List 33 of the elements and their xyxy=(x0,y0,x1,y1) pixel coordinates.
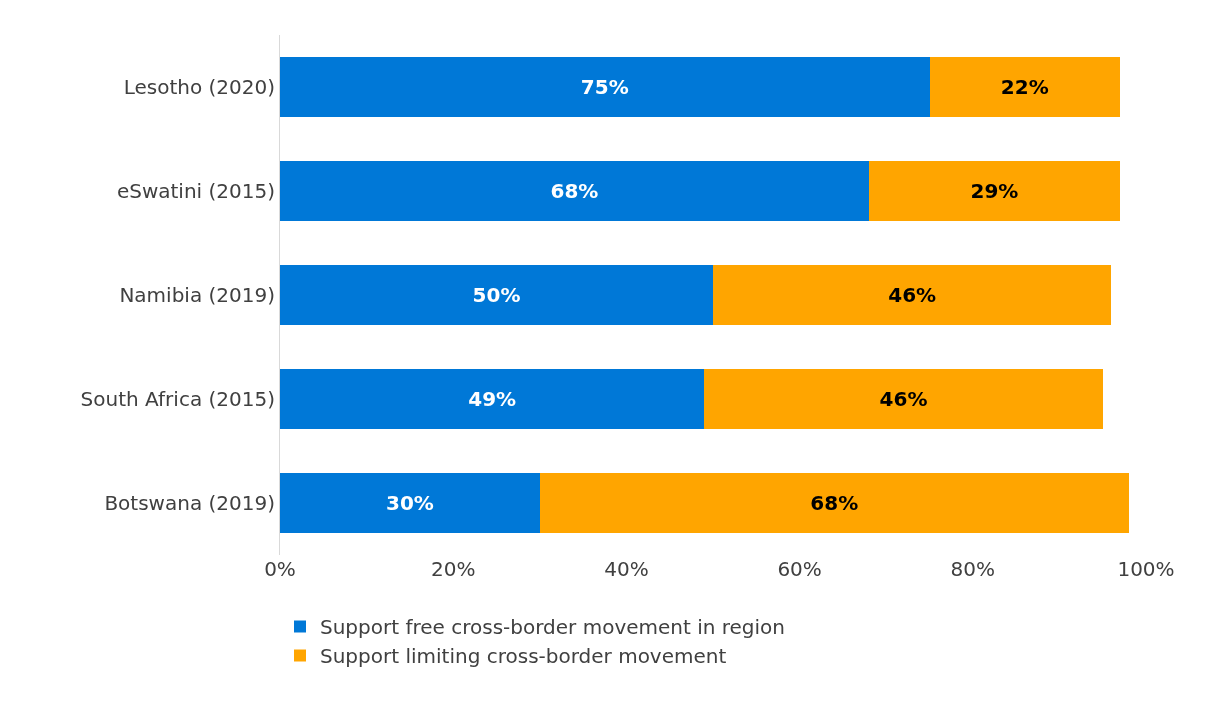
bar xyxy=(280,161,869,221)
legend-label: Support free cross-border movement in region xyxy=(320,615,786,640)
data-label: 29% xyxy=(970,179,1019,203)
bar xyxy=(704,369,1103,429)
bar xyxy=(280,473,540,533)
data-label: 75% xyxy=(580,75,629,99)
bar xyxy=(280,265,713,325)
data-label: 68% xyxy=(550,179,599,203)
bar xyxy=(868,161,1121,221)
y-tick-label: Namibia (2019) xyxy=(119,283,275,307)
x-tick-label: 0% xyxy=(264,557,296,581)
data-label: 49% xyxy=(468,387,517,411)
y-tick-label: Botswana (2019) xyxy=(104,491,275,515)
bar xyxy=(280,57,930,117)
x-tick-label: 100% xyxy=(1117,557,1175,581)
x-tick-label: 40% xyxy=(604,557,649,581)
bar xyxy=(713,265,1112,325)
y-tick-label: eSwatini (2015) xyxy=(116,179,275,203)
x-tick-label: 80% xyxy=(950,557,996,581)
data-label: 46% xyxy=(879,387,928,411)
legend-label: Support limiting cross-border movement xyxy=(320,644,727,669)
y-tick-label: Lesotho (2020) xyxy=(123,75,275,99)
data-label: 46% xyxy=(888,283,937,307)
bar xyxy=(539,473,1129,533)
data-label: 30% xyxy=(385,491,434,515)
data-label: 68% xyxy=(810,491,859,515)
bar xyxy=(280,369,705,429)
x-tick-label: 60% xyxy=(777,557,822,581)
data-label: 22% xyxy=(1000,75,1049,99)
bar xyxy=(929,57,1121,117)
x-tick-label: 20% xyxy=(430,557,476,581)
data-label: 50% xyxy=(472,283,521,307)
y-tick-label: South Africa (2015) xyxy=(80,387,275,411)
